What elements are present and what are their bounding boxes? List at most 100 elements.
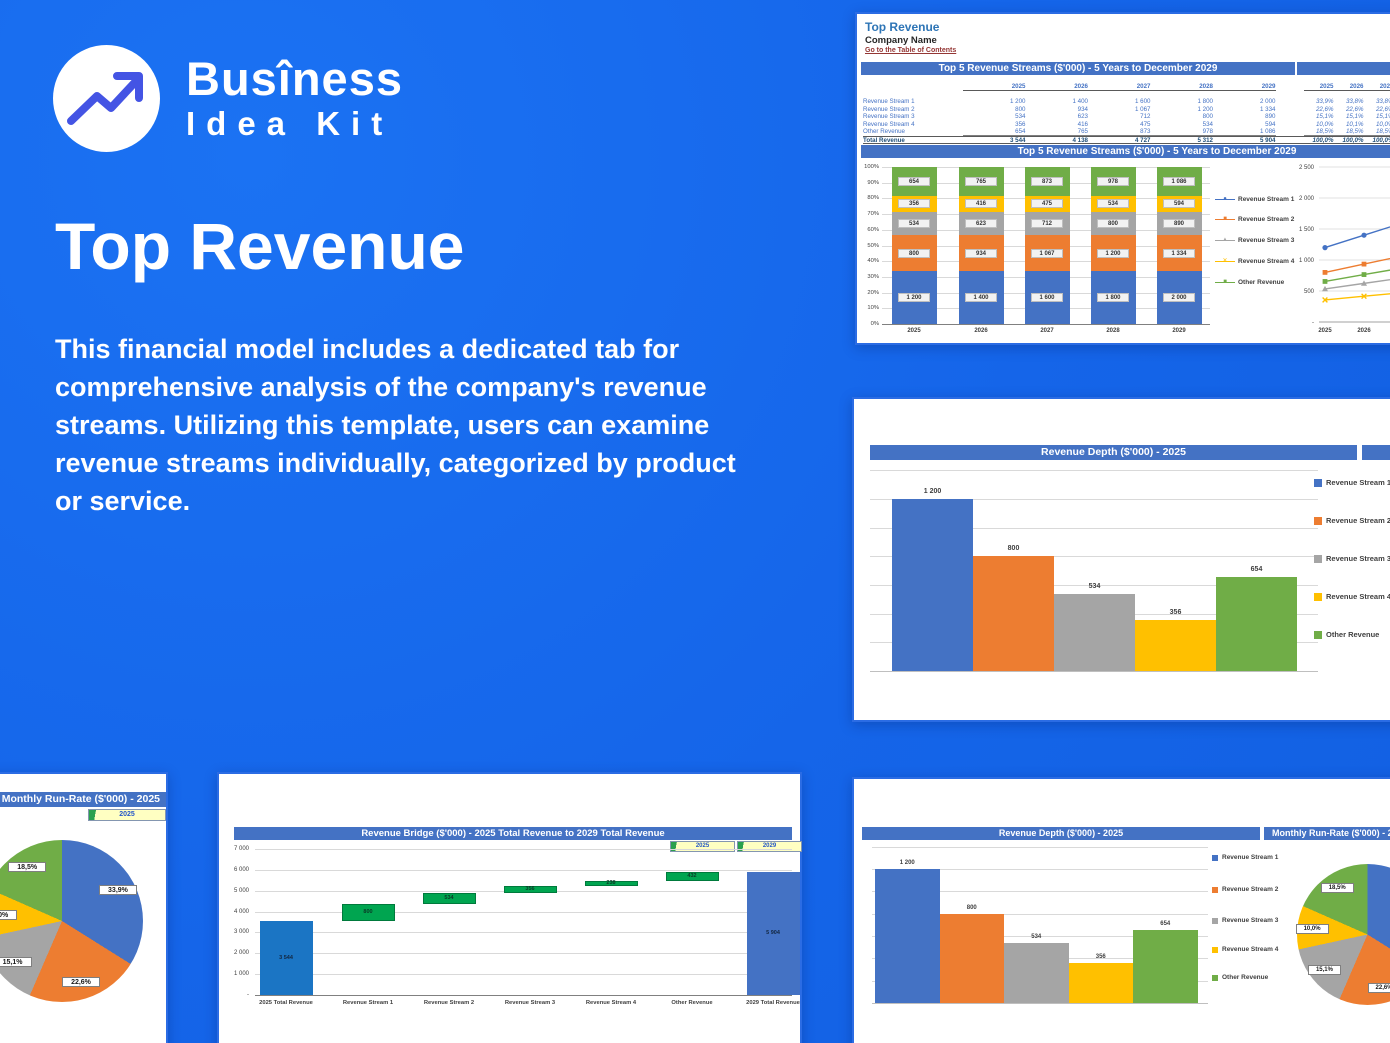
bridge-from-year-selector[interactable]: 2025 (670, 841, 735, 852)
gridline (255, 849, 792, 850)
legend-line (1215, 218, 1235, 220)
page-description: This financial model includes a dedicate… (55, 334, 736, 516)
row-label: Revenue Stream 1 (863, 98, 915, 105)
run-rate-title-2: Monthly Run-Rate ($'000) - 2025 (1272, 828, 1390, 838)
cell-value: 873 (1088, 128, 1151, 136)
cell-percent: 100,0% (1312, 137, 1334, 144)
legend-glyph: ✕ (1222, 258, 1228, 264)
segment-value-label: 873 (1031, 176, 1063, 186)
cell-value: 1 086 (1213, 128, 1276, 136)
bar-value-label: 5 904 (766, 929, 780, 936)
gridline (882, 324, 1210, 325)
segment-value-label: 765 (965, 177, 997, 186)
bar-value-label: 800 (363, 909, 373, 916)
trend-arrow-icon (67, 72, 143, 125)
gridline (255, 911, 792, 913)
bridge-delta-bar (422, 893, 476, 905)
legend-label: Revenue Stream 2 (1326, 516, 1390, 525)
legend-line (1215, 198, 1235, 200)
x-axis-label: Revenue Stream 4 (585, 1000, 637, 1006)
bar-value-label: 1 200 (923, 488, 942, 495)
cell-value: 1 800 (1197, 98, 1213, 105)
segment-value-label: 534 (1097, 199, 1129, 209)
depth-bar (1216, 577, 1297, 671)
segment-value-label: 623 (965, 219, 997, 229)
bar-value-label: 356 (1169, 608, 1182, 616)
legend-marker-1 (1314, 478, 1322, 487)
bridge-to-year-selector[interactable]: 2029 (737, 841, 802, 852)
y-axis-tick: 100% (864, 164, 879, 170)
year-header: 2026 (1333, 83, 1364, 91)
bridge-total-bar (746, 871, 800, 995)
cell-value: 765 (1025, 128, 1088, 136)
y-axis-tick: 30% (867, 273, 879, 280)
legend-label: Revenue Stream 2 (1222, 886, 1279, 893)
legend-item: ● Revenue Stream 1 (1215, 194, 1294, 204)
legend-glyph: ● (1223, 196, 1227, 202)
gridline (255, 932, 792, 934)
segment-value-label: 2 000 (1163, 292, 1195, 302)
legend-item: Revenue Stream 3 (1314, 554, 1390, 563)
row-label: Revenue Stream 3 (863, 113, 915, 120)
bar-value-label: 1 200 (899, 859, 915, 866)
brand-logo: Busîness Idea Kit (53, 45, 403, 152)
segment-value-label: 416 (965, 199, 997, 209)
year-header: 2025 (1303, 83, 1334, 91)
gridline (870, 470, 1318, 472)
y-axis-tick: 5 000 (233, 887, 249, 894)
table-row: Other Revenue 654 765 873 978 1 086 18,5% 18,5%… (863, 128, 1390, 136)
segment-value-label: 800 (1097, 219, 1129, 228)
segment-value-label: 934 (965, 248, 997, 258)
y-axis-tick: 4 000 (233, 908, 249, 915)
legend-label: Revenue Stream 4 (1326, 592, 1390, 601)
y-axis-tick: 10% (867, 305, 879, 312)
legend-label: Revenue Stream 1 (1326, 478, 1390, 487)
bar-value-label: 534 (444, 895, 454, 902)
cell-value: 934 (1077, 105, 1088, 113)
revenue-depth-title-bar-2: Revenue Depth ($'000) - 2025 (862, 827, 1260, 840)
page-title: Top Revenue (55, 209, 465, 283)
legend-glyph: ■ (1223, 279, 1227, 285)
revenue-bridge-title: Revenue Bridge ($'000) - 2025 Total Reve… (361, 828, 665, 839)
legend-marker-4 (1314, 592, 1322, 601)
year-header: 2029 (1213, 83, 1276, 91)
cell-percent: 33,8% (1345, 98, 1364, 105)
table-of-contents-link[interactable]: Go to the Table of Contents (865, 47, 957, 54)
total-row: Total Revenue 3 544 4 138 4 727 5 312 5 904 10… (863, 136, 1390, 144)
segment-value-label: 1 067 (1031, 248, 1063, 258)
spreadsheet-panel-top-revenue: Top Revenue Company Name Go to the Table… (855, 12, 1390, 345)
legend-item: ▲ Revenue Stream 3 (1215, 235, 1294, 245)
revenue-bridge-panel: Revenue Bridge ($'000) - 2025 Total Reve… (217, 772, 802, 1043)
depth-bar (1133, 929, 1198, 1003)
bar-value-label: 356 (1095, 954, 1106, 961)
cell-percent: 18,5% (1303, 128, 1334, 136)
table-title-bar: Top 5 Revenue Streams ($'000) - 5 Years … (861, 62, 1295, 75)
legend-item: Revenue Stream 2 (1212, 886, 1278, 893)
segment-value-label: 1 400 (965, 292, 997, 302)
revenue-depth-title-bar: Revenue Depth ($'000) - 2025 (870, 445, 1357, 460)
bar-value-label: 534 (1088, 583, 1101, 591)
cell-percent: 18,5% (1333, 128, 1364, 136)
bar-value-label: 432 (687, 872, 697, 879)
bar-value-label: 356 (525, 886, 535, 893)
legend-item: Revenue Stream 3 (1212, 917, 1278, 924)
legend-label: Revenue Stream 3 (1238, 236, 1295, 244)
segment-value-label: 594 (1163, 199, 1195, 209)
cell-value: 3 544 (1010, 137, 1026, 144)
table-row: Revenue Stream 3 534 623 712 800 890 15,1% 15,1… (863, 113, 1390, 121)
cell-value: 1 200 (1010, 98, 1026, 105)
y-axis-tick: 50% (867, 242, 879, 249)
year-selector-cell[interactable]: 2025 (88, 809, 166, 821)
gridline (255, 953, 792, 955)
legend-label: Revenue Stream 4 (1222, 946, 1279, 953)
monthly-run-rate-panel: Monthly Run-Rate ($'000) - 2025 2025 33,… (0, 772, 168, 1043)
bar-value-label: 534 (1031, 934, 1042, 941)
cell-value: 978 (1150, 128, 1213, 136)
cell-percent: 22,6% (1375, 105, 1390, 113)
gridline (872, 935, 1208, 937)
segment-value-label: 712 (1031, 219, 1063, 229)
segment-value-label: 1 086 (1163, 176, 1195, 186)
y-axis-tick: 3 000 (233, 929, 249, 936)
y-axis-tick: 0% (870, 321, 879, 327)
